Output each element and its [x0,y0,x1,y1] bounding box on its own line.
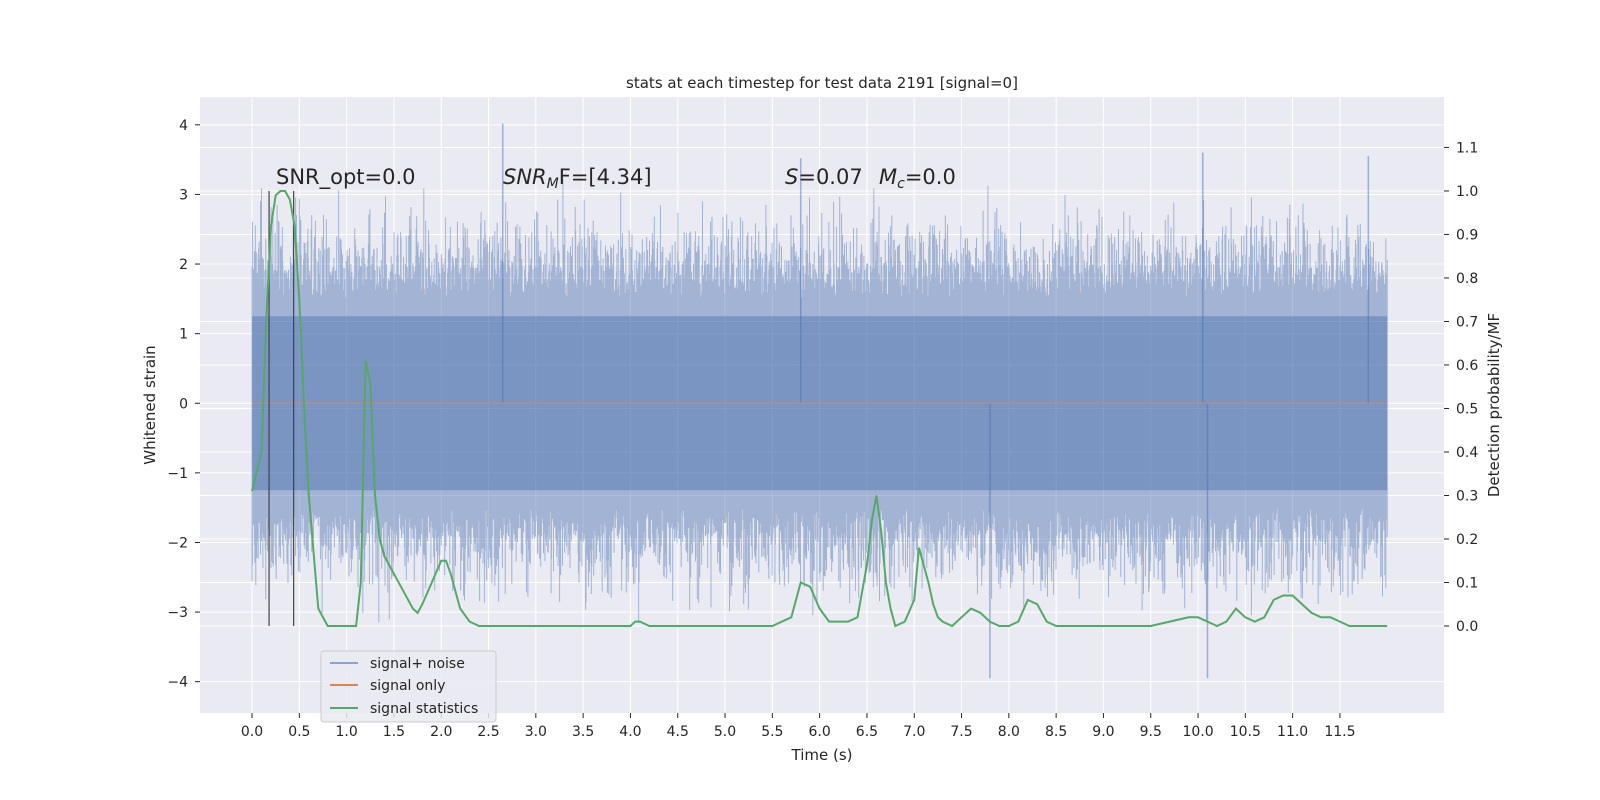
x-tick-label: 5.0 [714,724,736,740]
x-tick-label: 4.5 [667,724,689,740]
y-right-tick-label: 1.1 [1456,140,1478,156]
x-tick-label: 9.0 [1092,724,1114,740]
y-left-tick-labels: 4 3 2 1 0 −1 −2 −3 −4 [167,118,200,691]
x-tick-labels: 0.0 0.5 1.0 1.5 2.0 2.5 3.0 3.5 4.0 4.5 5.0 5.5 6.0 6… [241,713,1356,740]
y-left-tick-label: −3 [167,605,188,621]
x-tick-label: 0.5 [288,724,310,740]
annotation-mc-rest: =0.0 [905,165,956,189]
y-right-tick-label: 0.1 [1456,575,1478,591]
y-right-tick-label: 0.6 [1456,358,1478,374]
y-left-tick-label: 0 [179,396,188,412]
y-left-tick-label: −1 [167,466,188,482]
x-tick-label: 11.5 [1324,724,1355,740]
y-left-tick-label: −4 [167,675,188,691]
annotation-s-rest: =0.07 [798,165,862,189]
y-right-tick-label: 0.3 [1456,488,1478,504]
grid-lines [200,97,1444,713]
chart-title: stats at each timestep for test data 219… [626,74,1018,92]
x-tick-label: 10.0 [1182,724,1213,740]
x-tick-label: 6.0 [809,724,831,740]
x-tick-label: 3.0 [525,724,547,740]
legend-label-signal-only: signal only [370,678,445,694]
x-tick-label: 7.0 [903,724,925,740]
y-right-tick-label: 0.7 [1456,314,1478,330]
annotation-snr-mf-main: SNR [503,165,547,189]
annotation-snr-mf-sub: M [547,176,559,192]
y-left-tick-label: 3 [179,187,188,203]
x-tick-label: 1.0 [335,724,357,740]
x-tick-label: 2.5 [477,724,499,740]
series-signal-statistics-line [251,190,1388,628]
annotation-s-main: S [785,165,798,189]
y-left-tick-label: −2 [167,535,188,551]
annotation-mc-sub: c [897,176,905,192]
y-axis-right-label: Detection probability/MF [1485,313,1503,497]
y-right-tick-label: 1.0 [1456,184,1478,200]
legend-label-signal-plus-noise: signal+ noise [370,656,465,672]
x-tick-label: 1.5 [383,724,405,740]
y-left-tick-label: 2 [179,257,188,273]
y-right-tick-label: 0.2 [1456,532,1478,548]
x-tick-label: 10.5 [1230,724,1261,740]
y-right-tick-label: 0.9 [1456,227,1478,243]
x-tick-label: 0.0 [241,724,263,740]
legend-label-signal-statistics: signal statistics [370,701,478,717]
y-right-tick-label: 0.0 [1456,619,1478,635]
x-tick-label: 7.5 [950,724,972,740]
x-tick-label: 5.5 [761,724,783,740]
y-right-tick-labels: 1.1 1.0 0.9 0.8 0.7 0.6 0.5 0.4 0.3 0.2 0.1 0.0 [1444,140,1478,635]
annotation-s: S=0.07 [785,165,863,189]
x-tick-label: 6.5 [856,724,878,740]
y-left-tick-label: 1 [179,327,188,343]
x-tick-label: 9.5 [1140,724,1162,740]
y-right-tick-label: 0.8 [1456,271,1478,287]
annotation-snr-mf-rest: F=[4.34] [559,165,652,189]
annotation-mc-main: M [879,165,897,189]
legend-box [320,650,497,723]
x-axis-label: Time (s) [791,746,853,764]
y-left-tick-label: 4 [179,118,188,134]
annotation-mc: Mc=0.0 [879,165,956,192]
x-tick-label: 2.0 [430,724,452,740]
x-tick-label: 8.5 [1045,724,1067,740]
y-right-tick-label: 0.4 [1456,445,1478,461]
x-tick-label: 4.0 [619,724,641,740]
legend: signal+ noise signal only signal statist… [320,650,497,723]
y-axis-left-label: Whitened strain [141,345,159,464]
y-right-tick-label: 0.5 [1456,401,1478,417]
annotation-snr-mf: SNRMF=[4.34] [503,165,652,192]
x-tick-label: 11.0 [1277,724,1308,740]
annotation-snr-opt: SNR_opt=0.0 [276,165,416,190]
x-tick-label: 8.0 [998,724,1020,740]
x-tick-label: 3.5 [572,724,594,740]
